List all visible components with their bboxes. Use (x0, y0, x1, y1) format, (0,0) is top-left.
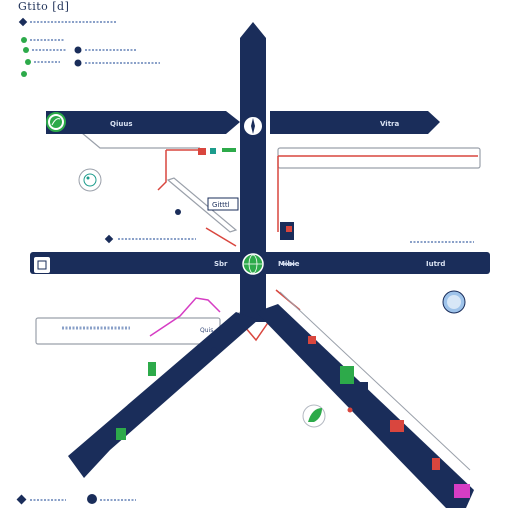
left-diagonal-arm (68, 312, 258, 478)
red-connector (157, 150, 167, 191)
legend-marker (18, 17, 28, 27)
globe-icon (242, 253, 264, 275)
status-marker (432, 458, 440, 470)
status-marker (148, 362, 156, 376)
right-diagonal-arm (256, 304, 474, 508)
top-left-bar (46, 111, 240, 134)
status-marker (175, 209, 181, 215)
globe-icon (442, 290, 466, 314)
legend-marker (104, 234, 114, 244)
legend-top (18, 17, 160, 77)
outline-box-right-upper (277, 147, 481, 169)
top-left-bar-label: Qiuus (110, 120, 132, 128)
center-tag-box (207, 197, 239, 211)
status-marker (211, 347, 217, 353)
status-marker (116, 428, 126, 440)
compass-icon (242, 115, 264, 137)
side-labels (62, 234, 474, 330)
legend-marker (21, 37, 27, 43)
status-marker (354, 382, 368, 394)
gray-connector (81, 132, 200, 149)
top-right-bar (270, 111, 440, 134)
leaf-icon (302, 404, 326, 428)
status-marker (308, 336, 316, 344)
outline-box-left-lower (35, 317, 221, 345)
legend-marker (25, 59, 31, 65)
lower-tag-label: Quis (200, 327, 213, 334)
leaf-icon (46, 112, 66, 132)
legend-marker (23, 47, 29, 53)
mid-center-bar-label: Mibie (278, 260, 300, 268)
outline-box-diagonal (166, 177, 238, 233)
top-right-bar-label: Vitra (380, 120, 399, 128)
legend-marker (16, 494, 27, 505)
status-marker (210, 148, 216, 154)
legend-marker (21, 71, 27, 77)
diagram-title: Gtito [d] (18, 0, 70, 13)
status-marker (390, 420, 404, 432)
magenta-connector (149, 297, 221, 337)
rail-line (279, 291, 471, 471)
status-marker (454, 484, 470, 498)
mid-right-bar-label: Iutrd (426, 260, 445, 268)
legend-bottom (16, 494, 136, 505)
status-marker (222, 148, 236, 152)
mid-left-bar-label: Sbr (214, 260, 228, 268)
status-marker (347, 407, 353, 413)
center-tag-label: Gitttl (212, 201, 230, 209)
status-markers (116, 148, 470, 498)
square-icon (34, 257, 50, 273)
status-marker (286, 226, 292, 232)
legend-marker (74, 46, 82, 54)
red-connector (205, 227, 237, 247)
legend-marker (74, 59, 82, 67)
status-marker (340, 366, 354, 384)
status-marker (198, 148, 206, 155)
vertical-spine (240, 22, 266, 322)
globe-icon (78, 168, 102, 192)
red-connectors (157, 149, 478, 342)
legend-marker (87, 494, 97, 504)
bar-labels: Qiuus Vitra Sbr Mibie Iutrd (110, 120, 445, 268)
